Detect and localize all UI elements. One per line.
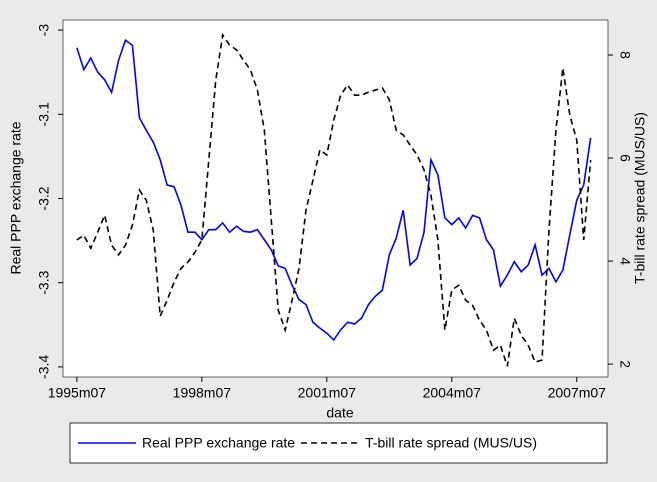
x-tick-label: 1998m07: [173, 385, 232, 401]
y-tick-label: -3.2: [36, 186, 52, 210]
legend-label: Real PPP exchange rate: [142, 435, 295, 451]
plot-area: [62, 19, 609, 378]
x-tick-label: 2001m07: [298, 385, 357, 401]
legend-label: T-bill rate spread (MUS/US): [365, 435, 537, 451]
y-tick-label: -3.4: [36, 355, 52, 379]
y2-tick-label: 2: [617, 360, 633, 368]
x-tick-label: 2004m07: [423, 385, 482, 401]
y-tick-label: -3.3: [36, 270, 52, 294]
series-line: [76, 32, 592, 367]
y-axis-title: Real PPP exchange rate: [8, 121, 24, 274]
y-tick-label: -3: [36, 24, 52, 37]
x-tick-label: 2007m07: [548, 385, 607, 401]
y2-tick-label: 8: [617, 51, 633, 59]
y2-tick-label: 4: [617, 257, 633, 265]
x-axis-title: date: [326, 405, 353, 421]
y2-axis-title: T-bill rate spread (MUS/US): [632, 112, 648, 284]
y-tick-label: -3.1: [36, 102, 52, 126]
series-line: [76, 38, 592, 342]
x-tick-label: 1995m07: [48, 385, 107, 401]
y2-tick-label: 6: [617, 154, 633, 162]
legend-box: [69, 422, 608, 464]
